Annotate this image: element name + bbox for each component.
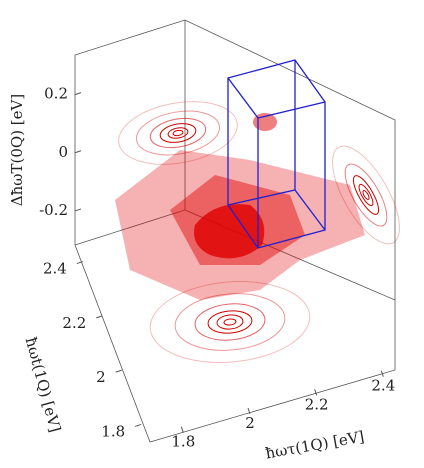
x-tick-label: 2.4: [371, 377, 395, 395]
y-tick-label: 1.8: [101, 422, 125, 440]
z-tick: [74, 150, 82, 154]
y-tick: [115, 369, 122, 373]
x-tick: [180, 426, 184, 433]
x-axis-label: ħωτ(1Q) [eV]: [264, 427, 366, 462]
inner-surface: [194, 204, 265, 259]
y-tick-label: 2: [96, 368, 106, 386]
y-axis-label: ħωt(1Q) [eV]: [22, 335, 65, 434]
x-tick-label: 1.8: [171, 433, 195, 451]
x-tick: [247, 407, 251, 415]
x-tick-label: 2.2: [305, 395, 329, 413]
y-tick: [96, 315, 103, 319]
z-tick-label: 0.2: [44, 85, 68, 103]
x-tick: [314, 389, 318, 396]
z-tick: [74, 92, 82, 96]
z-tick-label: 0: [58, 143, 68, 161]
region-box: [227, 59, 326, 249]
y-tick-label: 2.4: [43, 260, 67, 278]
isosurface: [115, 113, 365, 300]
z-tick-label: -0.2: [39, 201, 68, 219]
y-tick: [134, 423, 142, 427]
box-edge: [74, 244, 396, 443]
z-tick: [74, 208, 82, 212]
x-tick-label: 2: [245, 414, 255, 432]
y-tick-label: 2.2: [62, 314, 86, 332]
z-axis-label: ΔħωT(0Q) [eV]: [8, 94, 26, 206]
x-tick: [380, 370, 384, 377]
y-tick: [76, 261, 84, 265]
